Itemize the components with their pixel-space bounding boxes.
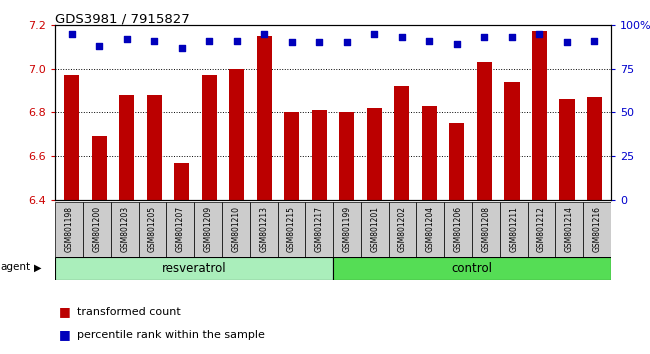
Text: GSM801215: GSM801215 <box>287 206 296 252</box>
Bar <box>528 202 556 257</box>
Point <box>342 39 352 45</box>
Point <box>94 43 105 48</box>
Bar <box>119 95 135 200</box>
Bar <box>504 82 519 200</box>
Bar <box>278 202 306 257</box>
Point <box>204 38 214 44</box>
Bar <box>166 202 194 257</box>
Bar <box>472 202 500 257</box>
Bar <box>64 75 79 200</box>
Bar <box>83 202 111 257</box>
Text: GSM801207: GSM801207 <box>176 206 185 252</box>
Text: GSM801208: GSM801208 <box>482 206 491 252</box>
Bar <box>306 202 333 257</box>
Text: GSM801217: GSM801217 <box>315 206 324 252</box>
Text: GSM801216: GSM801216 <box>593 206 602 252</box>
Bar <box>583 202 611 257</box>
Text: GSM801211: GSM801211 <box>509 206 518 252</box>
Point <box>314 39 324 45</box>
Text: resveratrol: resveratrol <box>162 262 226 275</box>
Text: GSM801213: GSM801213 <box>259 206 268 252</box>
Bar <box>532 32 547 200</box>
Bar <box>194 202 222 257</box>
Text: GSM801210: GSM801210 <box>231 206 240 252</box>
Point <box>534 31 545 36</box>
Point <box>424 38 435 44</box>
Text: GSM801203: GSM801203 <box>120 206 129 252</box>
Bar <box>202 75 217 200</box>
Text: ■: ■ <box>58 305 70 318</box>
Bar <box>333 257 611 280</box>
Bar <box>250 202 278 257</box>
Bar <box>361 202 389 257</box>
Bar <box>229 69 244 200</box>
Bar <box>222 202 250 257</box>
Bar <box>174 163 189 200</box>
Bar <box>445 202 472 257</box>
Text: GSM801198: GSM801198 <box>64 206 73 252</box>
Bar <box>138 202 166 257</box>
Text: GSM801202: GSM801202 <box>398 206 407 252</box>
Point <box>149 38 159 44</box>
Text: transformed count: transformed count <box>77 307 181 316</box>
Text: GSM801209: GSM801209 <box>203 206 213 252</box>
Bar <box>55 202 83 257</box>
Bar <box>500 202 528 257</box>
Bar <box>560 99 575 200</box>
Text: GSM801201: GSM801201 <box>370 206 380 252</box>
Point <box>562 39 572 45</box>
Text: GDS3981 / 7915827: GDS3981 / 7915827 <box>55 12 190 25</box>
Bar <box>367 108 382 200</box>
Text: GSM801214: GSM801214 <box>565 206 574 252</box>
Bar <box>389 202 417 257</box>
Text: ▶: ▶ <box>34 262 42 272</box>
Text: GSM801200: GSM801200 <box>92 206 101 252</box>
Point <box>287 39 297 45</box>
Bar <box>449 123 465 200</box>
Text: agent: agent <box>1 262 31 272</box>
Point <box>66 31 77 36</box>
Point <box>590 38 600 44</box>
Text: GSM801212: GSM801212 <box>537 206 546 252</box>
Bar <box>422 106 437 200</box>
Text: control: control <box>452 262 493 275</box>
Bar <box>257 36 272 200</box>
Text: GSM801199: GSM801199 <box>343 206 352 252</box>
Bar <box>395 86 410 200</box>
Bar <box>333 202 361 257</box>
Point <box>369 31 380 36</box>
Point <box>507 34 517 40</box>
Bar <box>555 202 583 257</box>
Text: GSM801204: GSM801204 <box>426 206 435 252</box>
Point <box>122 36 132 42</box>
Text: ■: ■ <box>58 328 70 341</box>
Bar <box>284 112 300 200</box>
Bar <box>312 110 327 200</box>
Point <box>452 41 462 47</box>
Bar <box>339 112 354 200</box>
Text: GSM801205: GSM801205 <box>148 206 157 252</box>
Bar <box>477 62 492 200</box>
Text: percentile rank within the sample: percentile rank within the sample <box>77 330 265 339</box>
Bar <box>587 97 602 200</box>
Bar <box>147 95 162 200</box>
Point <box>479 34 489 40</box>
Point <box>231 38 242 44</box>
Point <box>396 34 407 40</box>
Bar <box>417 202 445 257</box>
Bar <box>92 137 107 200</box>
Bar <box>111 202 138 257</box>
Point <box>259 31 270 36</box>
Point <box>177 45 187 50</box>
Text: GSM801206: GSM801206 <box>454 206 463 252</box>
Bar <box>55 257 333 280</box>
